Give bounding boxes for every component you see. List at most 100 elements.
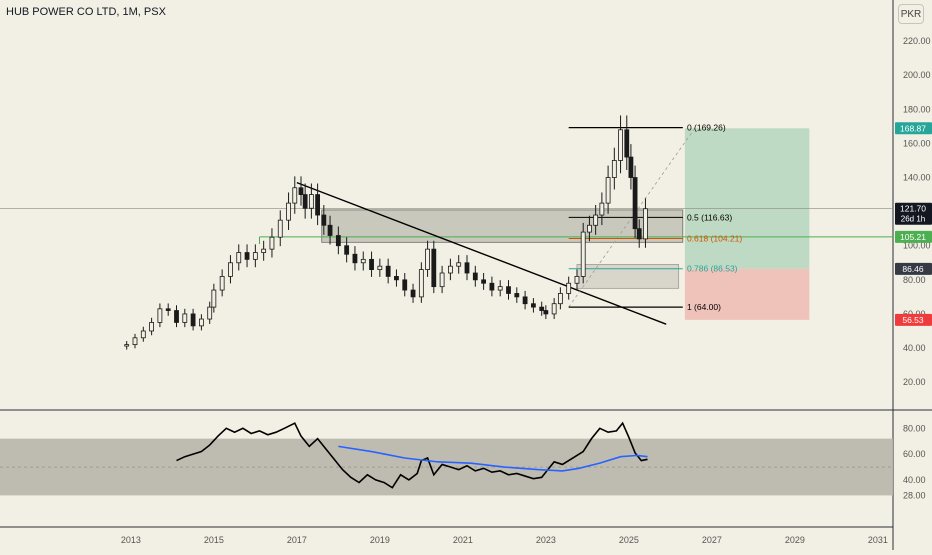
fib-level-label: 0.618 (104.21) <box>687 234 742 244</box>
price-axis-tick: 100.00 <box>903 241 931 251</box>
candle <box>124 344 130 347</box>
candle <box>539 306 545 311</box>
rsi-axis-tick: 40.00 <box>903 475 926 485</box>
support-price-badge <box>895 230 932 243</box>
candle <box>321 214 327 226</box>
candle <box>211 289 217 308</box>
chart-title: HUB POWER CO LTD, 1M, PSX <box>6 6 166 18</box>
candle <box>298 187 304 195</box>
rsi-ma-line <box>338 445 648 472</box>
candle <box>385 265 391 277</box>
demand-box <box>576 264 680 289</box>
candle <box>618 129 623 161</box>
stop-zone <box>684 268 810 320</box>
candle <box>472 272 478 281</box>
candle <box>402 279 408 291</box>
candle <box>286 202 291 221</box>
support-price-badge-value: 105.21 <box>900 232 926 242</box>
candle <box>543 310 549 315</box>
last-price-badge <box>895 202 932 225</box>
candle <box>269 236 275 250</box>
candle <box>522 296 528 305</box>
candle <box>425 248 430 270</box>
candle <box>456 262 462 267</box>
candle <box>174 310 179 323</box>
candle <box>628 156 634 178</box>
price-axis-tick: 160.00 <box>903 138 931 148</box>
price-axis-tick: 20.00 <box>903 377 926 387</box>
fib-level-label: 0 (169.26) <box>687 123 726 133</box>
candle <box>587 224 592 233</box>
target-price-badge <box>895 122 932 135</box>
candle <box>580 231 586 277</box>
candle <box>632 177 638 230</box>
candle <box>410 289 416 298</box>
candle <box>327 224 333 236</box>
candle <box>624 129 630 158</box>
resistance-box <box>321 209 684 243</box>
candle <box>190 313 196 327</box>
time-axis-tick: 2029 <box>785 535 805 545</box>
candle <box>228 262 233 277</box>
time-axis-tick: 2015 <box>204 535 224 545</box>
candle <box>418 269 424 298</box>
candle <box>207 306 213 320</box>
candle <box>165 308 171 311</box>
price-axis-tick: 200.00 <box>903 70 931 80</box>
candle <box>489 282 495 291</box>
candle <box>566 282 572 294</box>
fib786-price-badge <box>895 262 932 275</box>
candle <box>574 276 580 284</box>
candle <box>236 252 242 264</box>
target-price-badge-value: 168.87 <box>900 123 926 133</box>
price-axis-tick: 220.00 <box>903 36 931 46</box>
downtrend-line <box>296 181 667 325</box>
candle <box>636 228 642 240</box>
candle <box>611 160 617 178</box>
candle <box>132 337 138 346</box>
candle <box>344 245 350 255</box>
candle <box>252 252 258 260</box>
candle <box>140 330 146 339</box>
currency-button[interactable]: PKR <box>898 4 924 24</box>
candle <box>464 262 470 274</box>
fib-level-label: 1 (64.00) <box>687 302 721 312</box>
candle <box>506 286 511 294</box>
price-axis-tick: 140.00 <box>903 173 931 183</box>
time-axis-tick: 2027 <box>702 535 722 545</box>
time-axis-tick: 2023 <box>536 535 556 545</box>
last-price-badge-sub: 26d 1h <box>901 215 925 224</box>
candle <box>198 318 204 327</box>
candle <box>439 272 445 288</box>
stop-price-badge-value: 56.53 <box>902 315 924 325</box>
candle <box>599 202 605 216</box>
rsi-axis-tick: 80.00 <box>903 423 926 433</box>
stop-price-badge <box>895 313 932 326</box>
candle <box>157 308 163 323</box>
candle <box>593 214 599 226</box>
candle <box>514 293 520 298</box>
time-axis-tick: 2031 <box>868 535 888 545</box>
candle <box>369 258 374 270</box>
time-axis-tick: 2013 <box>121 535 141 545</box>
time-axis-tick: 2025 <box>619 535 639 545</box>
candle <box>557 293 563 305</box>
candle <box>315 194 321 216</box>
candle <box>643 208 648 240</box>
candle <box>302 194 308 209</box>
candle <box>149 322 155 332</box>
target-zone <box>684 128 810 269</box>
candle <box>352 253 358 264</box>
candle <box>182 313 188 323</box>
candle <box>219 276 225 291</box>
candle <box>551 303 557 315</box>
fib786-price-badge-value: 86.46 <box>902 264 924 274</box>
time-axis-tick: 2019 <box>370 535 390 545</box>
candle <box>431 248 437 288</box>
rsi-line <box>176 421 648 489</box>
time-axis-tick: 2017 <box>287 535 307 545</box>
candle <box>394 276 399 281</box>
candle <box>335 235 341 247</box>
